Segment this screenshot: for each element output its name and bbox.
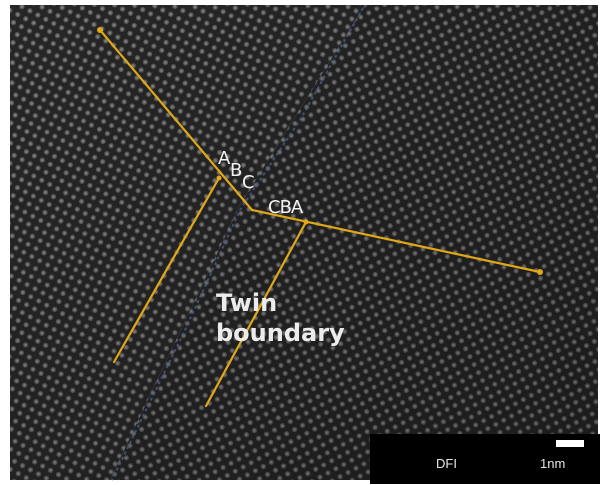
imaging-mode-label: DFI bbox=[436, 456, 457, 471]
twin-boundary-line2: boundary bbox=[216, 319, 345, 347]
scale-length-label: 1nm bbox=[540, 456, 566, 471]
twin-boundary-trace bbox=[111, 7, 364, 481]
twin-boundary-label: Twin boundary bbox=[216, 288, 345, 348]
stacking-letter-b: B bbox=[230, 160, 243, 181]
twin-boundary-line1: Twin bbox=[216, 289, 278, 317]
stacking-lines bbox=[98, 28, 542, 408]
scale-bar bbox=[556, 440, 584, 447]
line-endpoints bbox=[97, 27, 543, 275]
stacking-label-right: CBA bbox=[268, 197, 303, 218]
stacking-letter-a: A bbox=[218, 148, 231, 169]
line-right-down bbox=[204, 220, 308, 408]
line-upper-left bbox=[98, 28, 254, 212]
line-right bbox=[250, 208, 542, 274]
stacking-letter-c: C bbox=[242, 172, 255, 193]
line-left-down bbox=[112, 176, 221, 364]
